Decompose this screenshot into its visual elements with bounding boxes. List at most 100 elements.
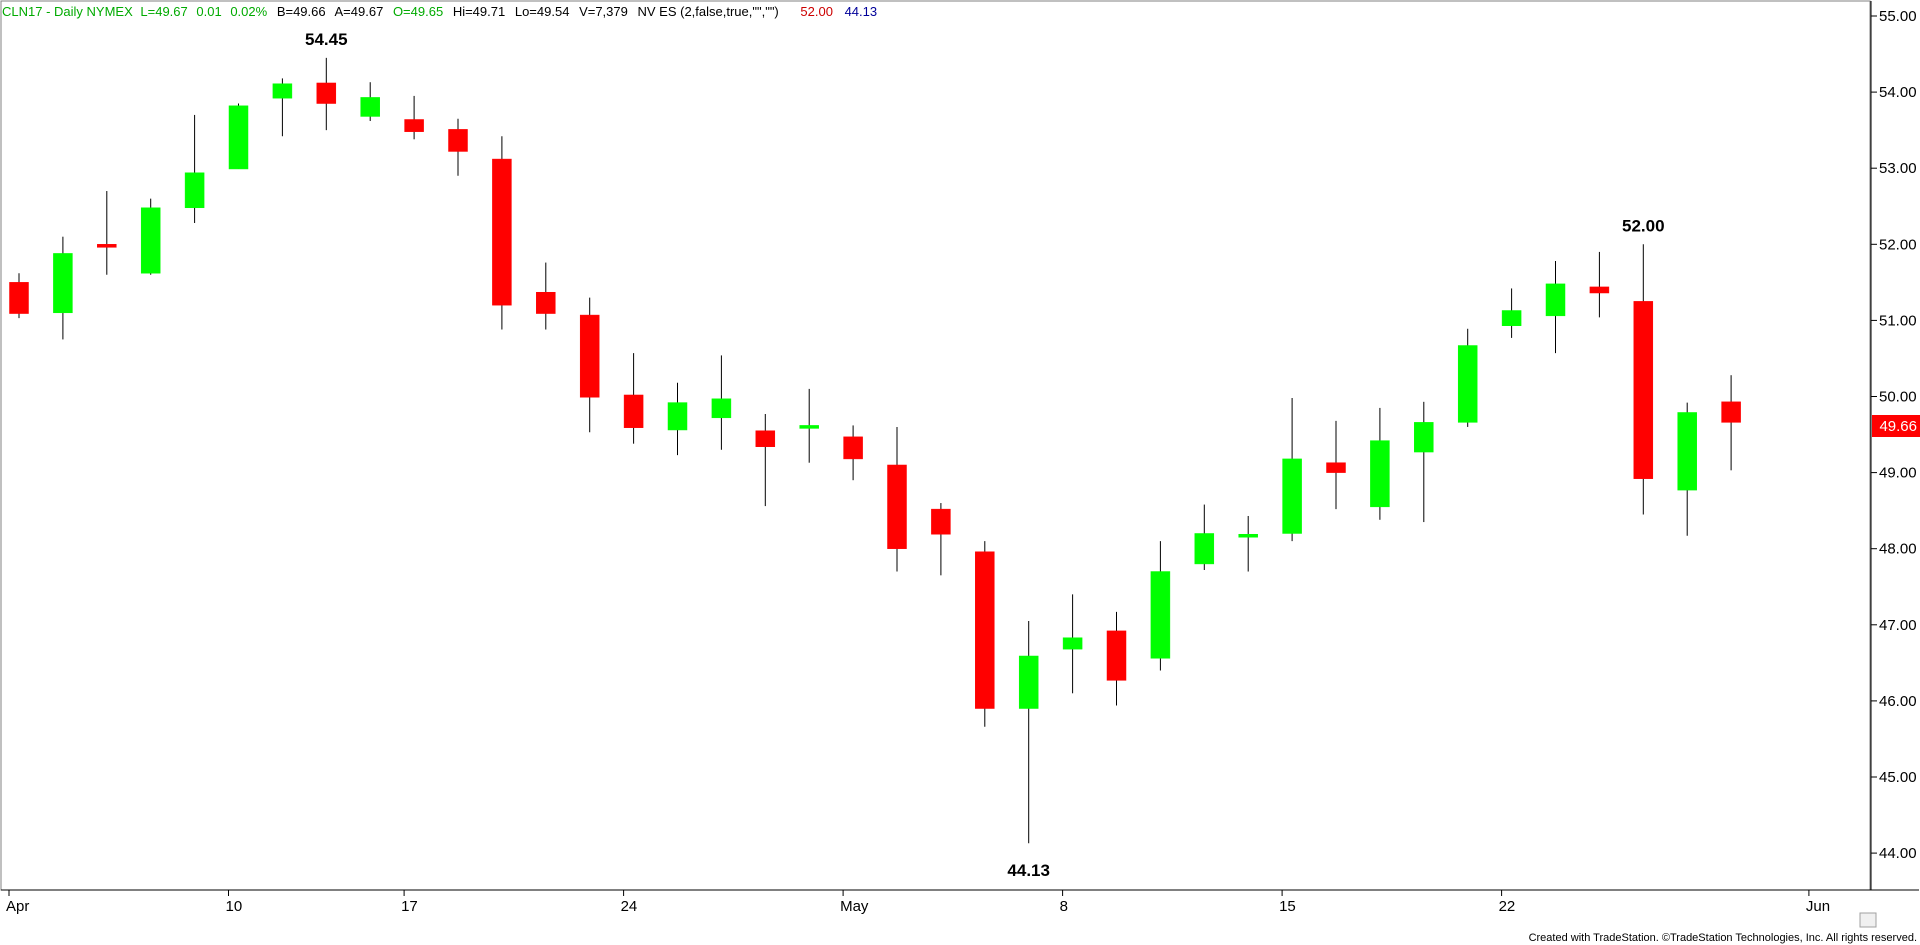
candle [1721,375,1741,471]
x-tick-label: 8 [1060,898,1068,915]
y-tick-label: 51.00 [1879,312,1917,329]
x-tick-label: 24 [621,898,638,915]
candles [9,57,1741,844]
candle-body [1545,283,1566,317]
y-tick-label: 45.00 [1879,769,1917,786]
ask-price: A=49.67 [335,4,384,19]
y-tick-label: 55.00 [1879,8,1917,25]
candle [1194,504,1215,571]
candle-body [975,551,995,709]
candle-body [53,253,73,314]
candle-body [711,398,732,419]
candle [1589,251,1610,318]
bid-price: B=49.66 [277,4,326,19]
y-tick-label: 50.00 [1879,389,1917,406]
pct-change: 0.02% [230,4,267,19]
extreme-label: 52.00 [1622,216,1665,235]
candle-body [1589,286,1610,294]
annotations: 54.45 44.13 52.00 [305,30,1665,880]
candle-body [492,158,512,306]
candle [1238,515,1258,572]
candle-body [448,129,468,152]
candle [140,198,161,275]
candle-body [667,402,688,431]
volume: V=7,379 [579,4,628,19]
high-price: Hi=49.71 [453,4,505,19]
last-price-label: 49.66 [1879,418,1917,435]
candle-body [1238,533,1258,538]
candle [536,262,556,330]
candle-body [1282,458,1302,534]
x-tick-label: 15 [1279,898,1296,915]
candle-body [9,282,29,314]
y-tick-label: 48.00 [1879,541,1917,558]
candle-body [1062,637,1083,650]
candle [1282,398,1302,542]
candle [1370,407,1390,520]
candle-body [1457,345,1478,423]
candle-body [887,464,907,549]
candle-body [755,430,776,447]
net-change: 0.01 [196,4,221,19]
candle-body [404,119,424,132]
x-tick-label: 22 [1499,898,1516,915]
candle [1414,401,1434,523]
extreme-label: 44.13 [1007,861,1050,880]
candle [272,78,293,137]
candle-body [140,207,161,274]
candle-body [97,244,117,248]
candle [711,355,732,450]
candle [1326,420,1346,510]
candle-body [1633,301,1654,479]
candle-body [360,97,380,117]
candle-body [1414,422,1434,453]
x-tick-label: 10 [226,898,243,915]
candle [492,136,512,330]
candle-body [1150,571,1171,659]
candle [843,425,863,481]
candle-body [799,425,819,429]
candle-body [1194,533,1215,565]
scroll-thumb[interactable] [1859,912,1877,928]
candle-body [931,508,951,535]
candle [53,236,73,340]
candle-body [1326,462,1346,473]
candle [667,382,688,456]
candle [887,426,907,572]
candle-body [184,172,205,209]
candle [931,503,951,576]
y-axis: 44.00 45.00 46.00 47.00 48.00 49.00 50.00 51.00… [1871,8,1917,862]
y-tick-label: 49.00 [1879,465,1917,482]
indicator-low: 44.13 [845,4,878,19]
x-axis: Apr 10 17 24 May 8 15 22 Jun [6,890,1830,915]
candle [975,541,995,727]
last-price: L=49.67 [140,4,187,19]
last-price-marker [1872,415,1920,437]
candle [1062,594,1083,694]
candle [799,388,819,463]
indicator-high: 52.00 [800,4,833,19]
low-price: Lo=49.54 [515,4,570,19]
candle-body [1721,401,1741,423]
x-tick-label: Apr [6,898,29,915]
y-tick-label: 47.00 [1879,617,1917,634]
candle [1677,402,1697,536]
candle-body [1677,412,1697,491]
candle [1106,611,1127,706]
candle [228,103,249,170]
candle-body [316,82,337,104]
candle-body [1018,655,1039,709]
plot-frame [0,0,1871,891]
candle [579,297,600,433]
candle [1501,288,1522,338]
candle [755,414,776,507]
candle [1150,541,1171,671]
candle-body [1501,310,1522,326]
candle [1018,620,1039,844]
candle [448,118,468,176]
candle [404,95,424,140]
chart-header: CLN17 - Daily NYMEX L=49.67 0.01 0.02% B… [2,4,877,19]
candle-body [1106,630,1127,681]
